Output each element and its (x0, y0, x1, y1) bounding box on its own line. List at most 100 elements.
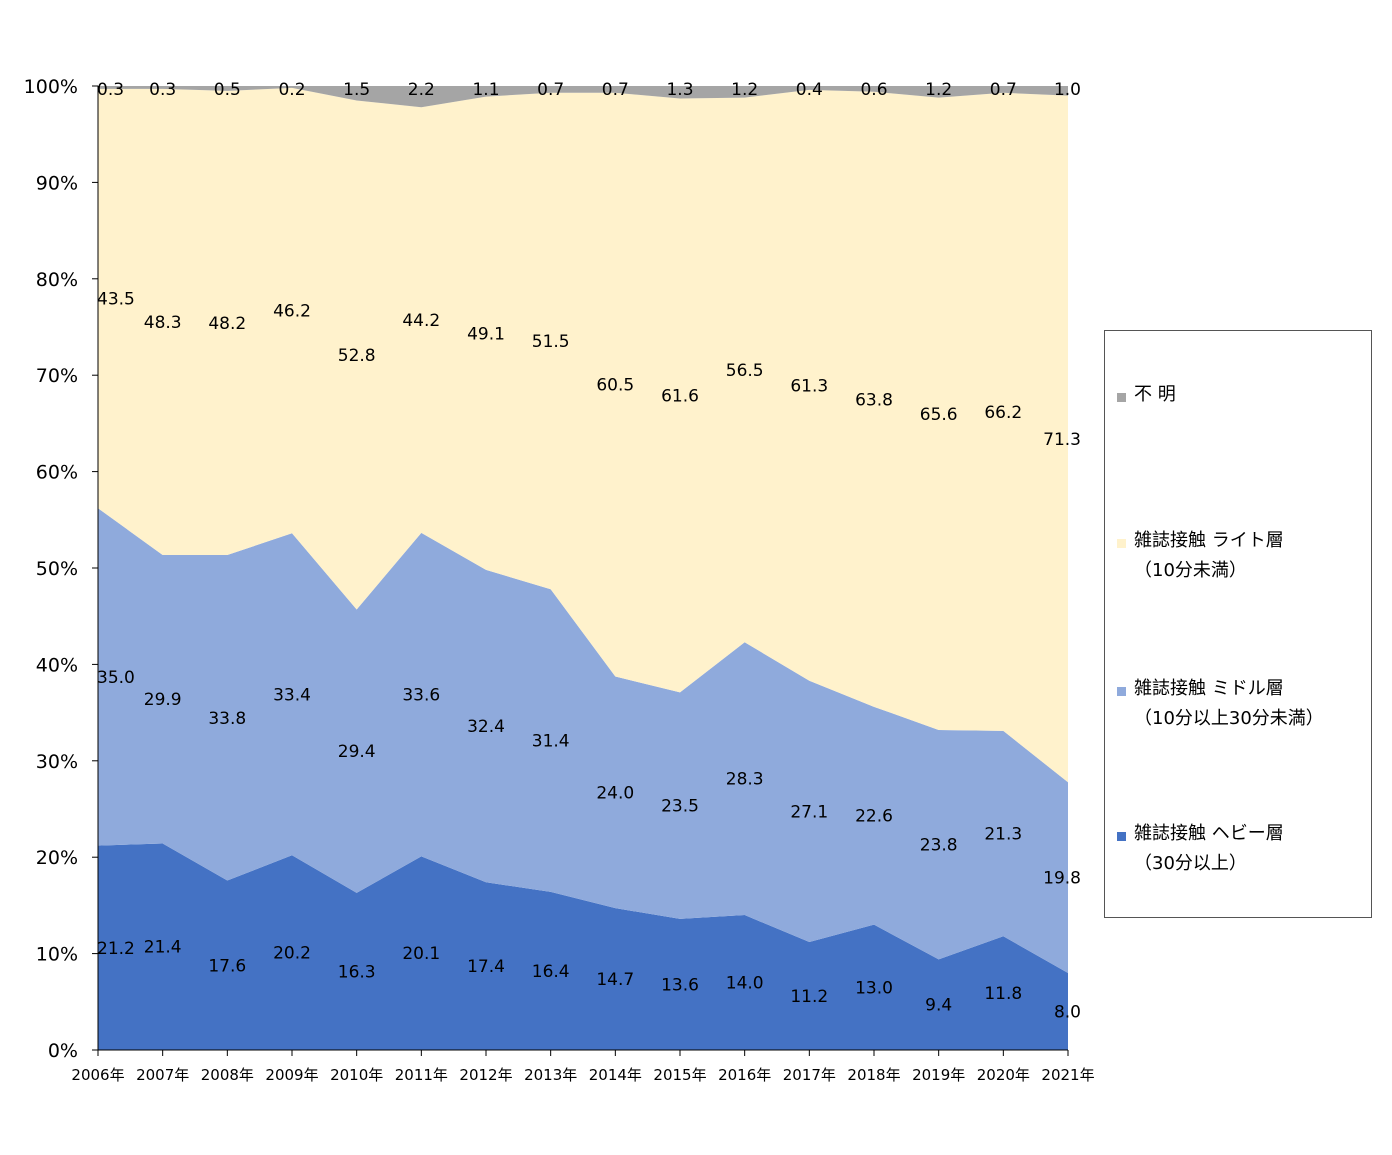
data-label-middle-10: 28.3 (726, 770, 764, 790)
data-label-unknown-10: 1.2 (731, 80, 758, 100)
data-label-middle-7: 31.4 (532, 732, 570, 752)
legend-sublabel-heavy: （30分以上） (1134, 853, 1247, 874)
y-tick-label-3: 30% (36, 751, 78, 773)
data-label-light-15: 71.3 (1043, 430, 1081, 450)
data-label-heavy-11: 11.2 (790, 987, 828, 1007)
data-label-heavy-0: 21.2 (97, 939, 135, 959)
data-label-heavy-10: 14.0 (726, 974, 764, 994)
data-label-middle-14: 21.3 (984, 825, 1022, 845)
legend-entry-unknown: 不 明 (1117, 384, 1176, 410)
data-label-heavy-6: 17.4 (467, 957, 505, 977)
legend-swatch-middle (1117, 687, 1126, 696)
data-label-middle-9: 23.5 (661, 797, 699, 817)
x-tick-label-10: 2016年 (718, 1066, 771, 1084)
data-label-unknown-15: 1.0 (1054, 80, 1081, 100)
data-label-heavy-12: 13.0 (855, 978, 893, 998)
x-tick-label-15: 2021年 (1041, 1066, 1094, 1084)
data-label-unknown-11: 0.4 (796, 80, 823, 100)
data-label-light-13: 65.6 (920, 405, 958, 425)
data-label-middle-15: 19.8 (1043, 869, 1081, 889)
y-tick-label-10: 100% (24, 76, 78, 98)
data-label-unknown-14: 0.7 (990, 80, 1017, 100)
data-label-heavy-14: 11.8 (984, 984, 1022, 1004)
data-label-middle-1: 29.9 (144, 690, 182, 710)
data-label-middle-4: 29.4 (338, 742, 376, 762)
data-label-unknown-3: 0.2 (278, 80, 305, 100)
data-label-light-8: 60.5 (596, 376, 634, 396)
data-label-heavy-4: 16.3 (338, 962, 376, 982)
data-label-heavy-9: 13.6 (661, 975, 699, 995)
data-label-unknown-6: 1.1 (472, 80, 499, 100)
data-label-light-7: 51.5 (532, 332, 570, 352)
x-tick-label-3: 2009年 (265, 1066, 318, 1084)
data-label-light-1: 48.3 (144, 313, 182, 333)
data-label-middle-0: 35.0 (97, 668, 135, 688)
legend: 不 明 雑誌接触 ライト層 （10分未満） 雑誌接触 ミドル層 （10分以上30… (1104, 330, 1372, 918)
data-label-light-11: 61.3 (790, 376, 828, 396)
area-series-group (98, 86, 1068, 1050)
area-unknown (98, 86, 1068, 108)
data-label-light-6: 49.1 (467, 324, 505, 344)
data-label-unknown-12: 0.6 (860, 80, 887, 100)
area-light (98, 87, 1068, 783)
legend-entry-light: 雑誌接触 ライト層 （10分未満） (1117, 530, 1284, 586)
y-tick-label-7: 70% (36, 365, 78, 387)
legend-swatch-light (1117, 539, 1126, 548)
y-tick-label-5: 50% (36, 558, 78, 580)
x-tick-label-8: 2014年 (589, 1066, 642, 1084)
legend-entry-middle: 雑誌接触 ミドル層 （10分以上30分未満） (1117, 678, 1324, 734)
axes-group: 0% 10% 20% 30% 40% 50% 60% 70% 80% 90% 100% 2006年 20… (24, 76, 1095, 1084)
x-tick-label-4: 2010年 (330, 1066, 383, 1084)
data-label-unknown-13: 1.2 (925, 80, 952, 100)
data-label-heavy-2: 17.6 (208, 956, 246, 976)
x-tick-label-6: 2012年 (459, 1066, 512, 1084)
data-label-unknown-5: 2.2 (408, 80, 435, 100)
y-tick-label-2: 20% (36, 847, 78, 869)
data-label-unknown-8: 0.7 (602, 80, 629, 100)
legend-label-unknown: 不 明 (1134, 384, 1176, 405)
data-label-heavy-3: 20.2 (273, 944, 311, 964)
data-label-middle-11: 27.1 (790, 802, 828, 822)
x-tick-label-5: 2011年 (395, 1066, 448, 1084)
legend-swatch-unknown (1117, 393, 1126, 402)
data-label-light-4: 52.8 (338, 346, 376, 366)
data-label-light-2: 48.2 (208, 314, 246, 334)
x-tick-label-7: 2013年 (524, 1066, 577, 1084)
data-label-light-10: 56.5 (726, 361, 764, 381)
x-tick-label-9: 2015年 (653, 1066, 706, 1084)
data-label-middle-6: 32.4 (467, 717, 505, 737)
data-label-unknown-1: 0.3 (149, 80, 176, 100)
data-label-light-0: 43.5 (97, 290, 135, 310)
y-tick-label-4: 40% (36, 654, 78, 676)
x-tick-label-11: 2017年 (783, 1066, 836, 1084)
x-tick-label-13: 2019年 (912, 1066, 965, 1084)
legend-label-light: 雑誌接触 ライト層 (1134, 530, 1284, 551)
data-label-light-14: 66.2 (984, 403, 1022, 423)
legend-sublabel-light: （10分未満） (1134, 560, 1247, 581)
data-label-middle-3: 33.4 (273, 685, 311, 705)
y-tick-label-0: 0% (48, 1040, 78, 1062)
area-middle (98, 508, 1068, 973)
area-heavy (98, 843, 1068, 1050)
data-label-middle-5: 33.6 (402, 686, 440, 706)
data-label-middle-12: 22.6 (855, 807, 893, 827)
x-tick-label-1: 2007年 (136, 1066, 189, 1084)
data-label-unknown-9: 1.3 (666, 80, 693, 100)
data-label-heavy-5: 20.1 (402, 944, 440, 964)
x-tick-label-0: 2006年 (71, 1066, 124, 1084)
data-label-heavy-8: 14.7 (596, 970, 634, 990)
y-tick-label-9: 90% (36, 172, 78, 194)
data-label-heavy-15: 8.0 (1054, 1003, 1081, 1023)
x-tick-label-12: 2018年 (847, 1066, 900, 1084)
data-label-middle-8: 24.0 (596, 783, 634, 803)
legend-swatch-heavy (1117, 832, 1126, 841)
data-label-unknown-2: 0.5 (214, 80, 241, 100)
data-label-unknown-4: 1.5 (343, 80, 370, 100)
legend-label-heavy: 雑誌接触 ヘビー層 (1134, 823, 1284, 844)
y-tick-label-6: 60% (36, 462, 78, 484)
data-label-middle-13: 23.8 (920, 836, 958, 856)
y-tick-label-1: 10% (36, 944, 78, 966)
data-label-light-5: 44.2 (402, 311, 440, 331)
data-label-heavy-7: 16.4 (532, 962, 570, 982)
